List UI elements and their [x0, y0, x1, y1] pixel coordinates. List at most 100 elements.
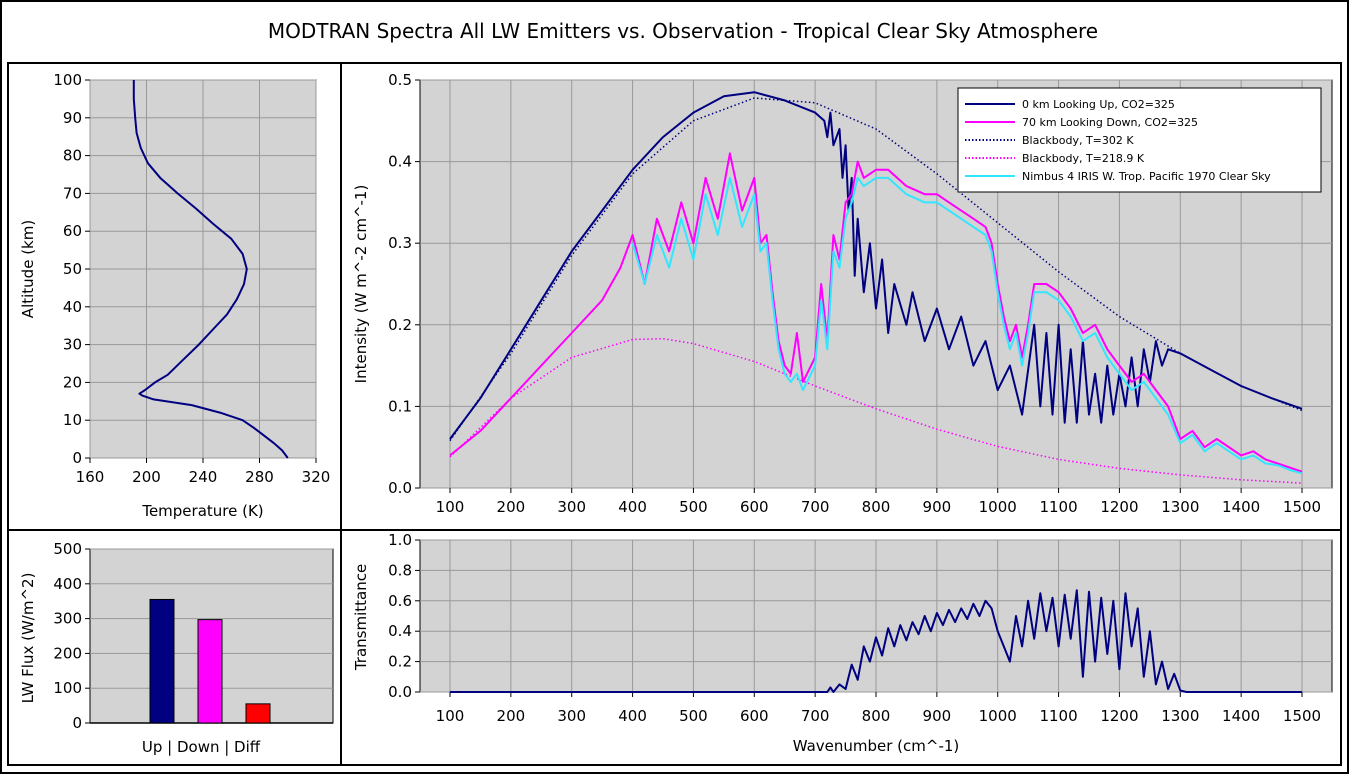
- transmittance-xtick-label-400: 400: [618, 707, 647, 725]
- spectrum-ytick-label-0.2: 0.2: [388, 316, 412, 334]
- spectrum-series: [449, 91, 1303, 484]
- transmittance-series-0: [450, 589, 1302, 693]
- temperature-profile-ytick-label-70: 70: [63, 184, 82, 202]
- spectrum-ytick-label-0.4: 0.4: [388, 153, 412, 171]
- temperature-profile-ytick-label-20: 20: [63, 373, 82, 391]
- legend-label-bb-302: Blackbody, T=302 K: [1022, 134, 1134, 147]
- spectrum-ticks: 0.0 0.1 0.2 0.3 0.4 0.5 100 200 300 400 500 600 700 8…: [388, 71, 1321, 516]
- transmittance-xtick-label-1400: 1400: [1222, 707, 1260, 725]
- temperature-profile-xtick-label-240: 240: [189, 468, 218, 486]
- spectrum-xtick-label-100: 100: [436, 498, 465, 516]
- spectrum-xtick-label-1500: 1500: [1283, 498, 1321, 516]
- spectrum-ylabel: Intensity (W m^-2 cm^-1): [352, 185, 370, 384]
- transmittance-series: [450, 589, 1302, 693]
- spectrum-ytick-label-0.3: 0.3: [388, 234, 412, 252]
- flux-bar-down: [197, 619, 223, 724]
- temperature-profile-xtick-label-200: 200: [132, 468, 161, 486]
- spectrum-xtick-label-700: 700: [801, 498, 830, 516]
- flux-bars-ytick-label-100: 100: [53, 679, 82, 697]
- transmittance-xtick-label-1000: 1000: [979, 707, 1017, 725]
- temperature-series: [132, 80, 289, 459]
- legend-label-nimbus: Nimbus 4 IRIS W. Trop. Pacific 1970 Clea…: [1022, 170, 1271, 183]
- transmittance-xtick-label-600: 600: [740, 707, 769, 725]
- transmittance-xlabel: Wavenumber (cm^-1): [793, 737, 960, 755]
- temperature-profile-chart: 0 10 20 30 40 50 60 70 80 90 100 160 200 240 280 320 Te…: [19, 71, 330, 520]
- transmittance-xtick-label-1100: 1100: [1039, 707, 1077, 725]
- transmittance-xtick-label-1200: 1200: [1100, 707, 1138, 725]
- legend-label-70km-down: 70 km Looking Down, CO2=325: [1022, 116, 1198, 129]
- transmittance-ytick-label-0.6: 0.6: [388, 592, 412, 610]
- temperature-profile-ytick-label-50: 50: [63, 260, 82, 278]
- flux-bars-ytick-label-200: 200: [53, 644, 82, 662]
- spectrum-xtick-label-200: 200: [497, 498, 526, 516]
- figure-title: MODTRAN Spectra All LW Emitters vs. Obse…: [268, 19, 1098, 43]
- spectrum-xtick-label-800: 800: [862, 498, 891, 516]
- transmittance-ytick-label-0.4: 0.4: [388, 622, 412, 640]
- spectrum-grid: [420, 79, 1332, 489]
- transmittance-xtick-label-300: 300: [557, 707, 586, 725]
- legend-box: [957, 87, 1322, 193]
- temperature-profile-ytick-label-10: 10: [63, 411, 82, 429]
- spectrum-ytick-label-0.5: 0.5: [388, 71, 412, 89]
- spectrum-xtick-label-500: 500: [679, 498, 708, 516]
- transmittance-ticks: 0.0 0.2 0.4 0.6 0.8 1.0 100 200 300 400 500 600 700 8…: [388, 531, 1321, 725]
- spectrum-ytick-label-0.1: 0.1: [388, 397, 412, 415]
- spectrum-series-0: [449, 91, 1303, 440]
- spectrum-series-4: [631, 176, 1303, 475]
- flux-bars: [149, 598, 271, 724]
- transmittance-xtick-label-200: 200: [497, 707, 526, 725]
- spectrum-series-1: [449, 152, 1303, 473]
- flux-bars-ytick-label-500: 500: [53, 540, 82, 558]
- temperature-grid: [89, 79, 317, 459]
- transmittance-chart: 0.0 0.2 0.4 0.6 0.8 1.0 100 200 300 400 500 600 700 8…: [352, 531, 1333, 755]
- flux-bars-ytick-label-0: 0: [72, 714, 82, 732]
- flux-xlabel: Up | Down | Diff: [142, 738, 261, 756]
- transmittance-xtick-label-1500: 1500: [1283, 707, 1321, 725]
- flux-bar-diff: [245, 703, 271, 724]
- spectrum-series-2: [449, 97, 1303, 442]
- temperature-profile-ytick-label-60: 60: [63, 222, 82, 240]
- temperature-profile-ytick-label-80: 80: [63, 147, 82, 165]
- spectrum-ytick-label-0: 0.0: [388, 479, 412, 497]
- legend-label-bb-218: Blackbody, T=218.9 K: [1022, 152, 1145, 165]
- temperature-ticks: 0 10 20 30 40 50 60 70 80 90 100 160 200 240 280 320: [53, 71, 330, 486]
- spectrum-xtick-label-900: 900: [923, 498, 952, 516]
- temperature-xlabel: Temperature (K): [141, 502, 263, 520]
- spectrum-xtick-label-1400: 1400: [1222, 498, 1260, 516]
- temperature-profile-series-0: [132, 80, 289, 459]
- flux-bar-up: [149, 598, 175, 724]
- temperature-profile-ytick-label-90: 90: [63, 109, 82, 127]
- transmittance-xtick-label-500: 500: [679, 707, 708, 725]
- transmittance-xtick-label-900: 900: [923, 707, 952, 725]
- spectrum-xtick-label-600: 600: [740, 498, 769, 516]
- temperature-profile-xtick-label-320: 320: [302, 468, 331, 486]
- transmittance-xtick-label-1300: 1300: [1161, 707, 1199, 725]
- temperature-profile-ytick-label-40: 40: [63, 298, 82, 316]
- transmittance-ytick-label-1: 1.0: [388, 531, 412, 549]
- transmittance-xtick-label-100: 100: [436, 707, 465, 725]
- transmittance-ytick-label-0.2: 0.2: [388, 653, 412, 671]
- temperature-ylabel: Altitude (km): [19, 220, 37, 318]
- transmittance-xtick-label-800: 800: [862, 707, 891, 725]
- transmittance-ylabel: Transmittance: [352, 564, 370, 671]
- transmittance-ytick-label-0.8: 0.8: [388, 561, 412, 579]
- spectrum-xtick-label-400: 400: [618, 498, 647, 516]
- spectrum-xtick-label-300: 300: [557, 498, 586, 516]
- temperature-profile-ytick-label-0: 0: [72, 449, 82, 467]
- panel-transmittance-frame: [340, 529, 1342, 766]
- spectrum-xtick-label-1100: 1100: [1039, 498, 1077, 516]
- transmittance-ytick-label-0: 0.0: [388, 683, 412, 701]
- temperature-profile-xtick-label-160: 160: [76, 468, 105, 486]
- legend-label-0km-up: 0 km Looking Up, CO2=325: [1022, 98, 1175, 111]
- spectrum-xtick-label-1000: 1000: [979, 498, 1017, 516]
- flux-bars-ytick-label-400: 400: [53, 575, 82, 593]
- flux-bar-chart: 0 100 200 300 400 500 Up | Down | Diff LW Flu…: [19, 540, 334, 756]
- flux-bars-ytick-label-300: 300: [53, 610, 82, 628]
- flux-ylabel: LW Flux (W/m^2): [19, 573, 37, 704]
- transmittance-xtick-label-700: 700: [801, 707, 830, 725]
- spectrum-xtick-label-1200: 1200: [1100, 498, 1138, 516]
- flux-ticks: 0 100 200 300 400 500: [53, 540, 333, 732]
- spectrum-series-3: [449, 337, 1303, 484]
- spectrum-xtick-label-1300: 1300: [1161, 498, 1199, 516]
